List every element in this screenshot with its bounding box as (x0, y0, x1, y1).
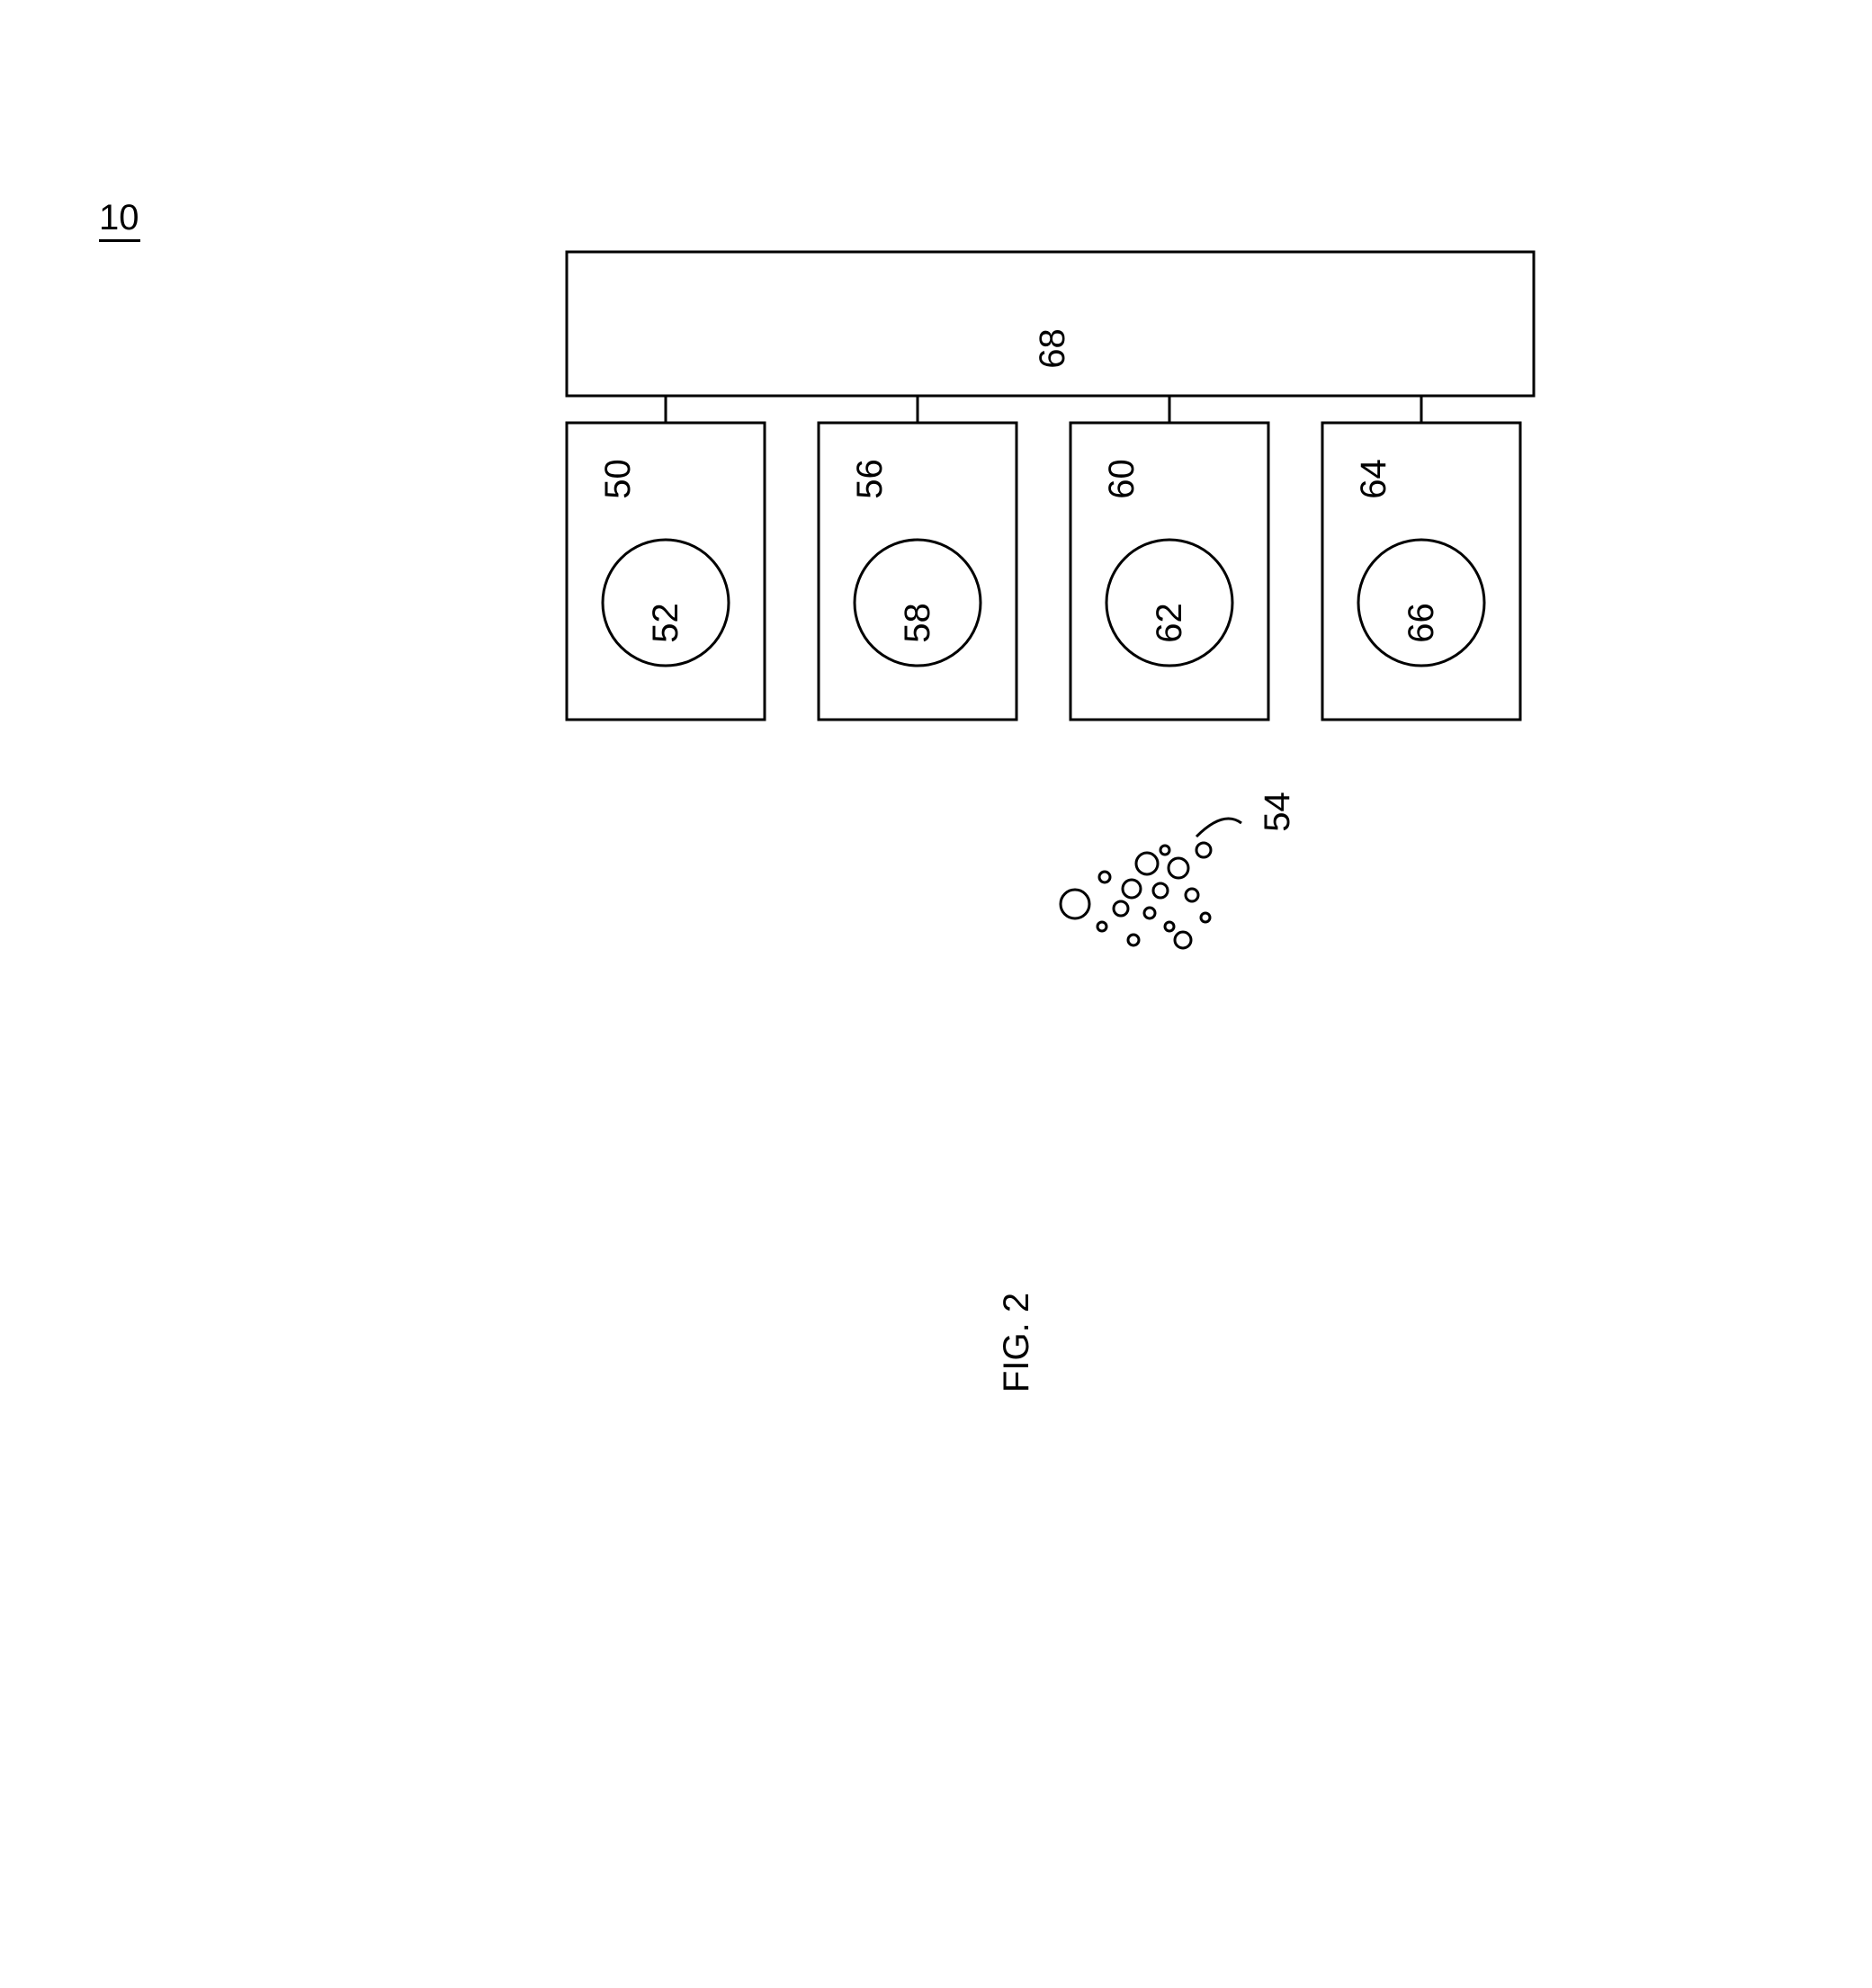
module-box-label: 50 (598, 459, 639, 499)
figure-id-label: 10 (99, 198, 139, 238)
module-circle-label: 66 (1402, 603, 1442, 643)
module-circle-label: 58 (898, 603, 938, 643)
module-circle-label: 62 (1150, 603, 1190, 643)
module-box-label: 60 (1102, 459, 1142, 499)
module-box-label: 56 (850, 459, 891, 499)
figure-caption: FIG. 2 (997, 1293, 1037, 1392)
module-circle-label: 52 (646, 603, 686, 643)
figure-id-underline (99, 239, 140, 242)
module-box-label: 64 (1354, 459, 1394, 499)
particles-label: 54 (1258, 792, 1298, 832)
top-bar-label: 68 (1033, 328, 1073, 369)
diagram-canvas (0, 0, 1872, 1988)
